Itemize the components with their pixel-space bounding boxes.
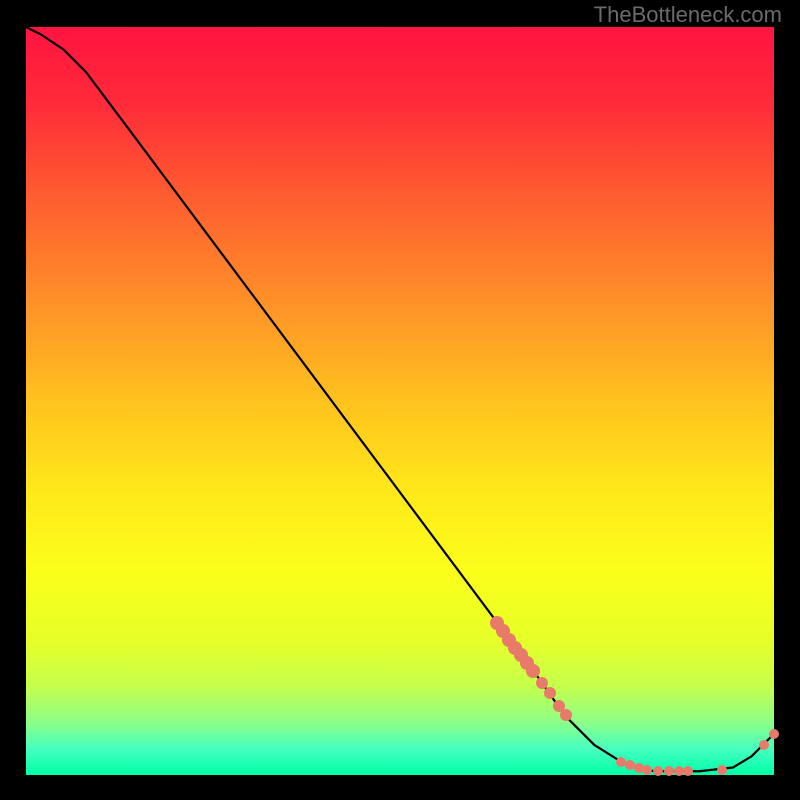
data-marker bbox=[616, 757, 626, 767]
chart-stage: TheBottleneck.com bbox=[0, 0, 800, 800]
data-marker bbox=[683, 766, 693, 776]
data-marker bbox=[544, 687, 556, 699]
plot-svg bbox=[26, 27, 774, 775]
data-marker bbox=[642, 765, 652, 775]
data-marker bbox=[717, 765, 727, 775]
watermark-label: TheBottleneck.com bbox=[594, 2, 782, 28]
data-marker bbox=[664, 766, 674, 776]
bottleneck-curve bbox=[26, 27, 774, 771]
data-marker bbox=[526, 664, 540, 678]
data-marker bbox=[759, 740, 769, 750]
data-marker bbox=[560, 709, 572, 721]
data-marker bbox=[653, 766, 663, 776]
data-marker bbox=[769, 729, 779, 739]
plot-area bbox=[26, 27, 774, 775]
